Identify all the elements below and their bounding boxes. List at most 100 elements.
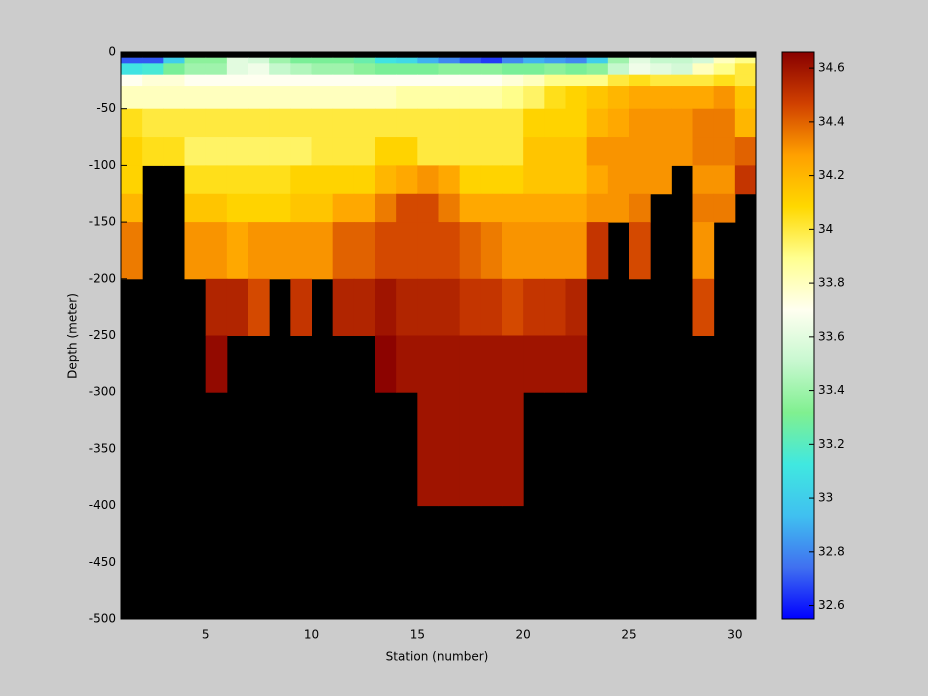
colorbar-tick-label: 34.4 [818, 114, 845, 128]
cell [607, 86, 630, 110]
x-tick-label: 5 [202, 628, 210, 642]
cell [459, 63, 482, 76]
cell [417, 74, 439, 87]
cell [523, 57, 545, 64]
cell [650, 108, 672, 138]
y-tick-label: -250 [89, 328, 116, 342]
cell [226, 108, 249, 138]
cell [480, 193, 503, 223]
cell [121, 74, 143, 87]
cell [353, 278, 376, 336]
cell [544, 165, 566, 195]
cell [226, 74, 249, 87]
cell [629, 86, 651, 110]
cell [692, 278, 715, 336]
cell [523, 108, 545, 138]
cell [607, 74, 630, 87]
cell [353, 193, 376, 223]
cell [142, 74, 164, 87]
cell [480, 392, 503, 507]
cell [586, 57, 609, 64]
cell [586, 165, 609, 195]
cell [121, 222, 143, 280]
cell [226, 137, 249, 166]
cell [417, 108, 439, 138]
cell [438, 137, 461, 166]
cell [544, 57, 566, 64]
cell [269, 165, 291, 195]
cell [629, 137, 651, 166]
cell [523, 137, 545, 166]
cell [565, 86, 588, 110]
cell [375, 86, 397, 110]
cell [226, 222, 249, 280]
cell [650, 57, 672, 64]
cell [332, 193, 355, 223]
cell [311, 74, 334, 87]
cell [734, 74, 757, 87]
cell [417, 335, 439, 393]
cell [269, 74, 291, 87]
cell [269, 63, 291, 76]
cell [226, 165, 249, 195]
cell [226, 63, 249, 76]
cell [523, 335, 545, 393]
cell [311, 86, 334, 110]
y-tick-label: -350 [89, 441, 116, 455]
cell [544, 278, 566, 336]
cell [353, 74, 376, 87]
cell [311, 63, 334, 76]
cell [290, 57, 312, 64]
cell [459, 137, 482, 166]
cell [480, 137, 503, 166]
cell [375, 63, 397, 76]
cell [692, 137, 715, 166]
cell [184, 86, 207, 110]
cell [290, 165, 312, 195]
cell [205, 86, 228, 110]
cell [290, 63, 312, 76]
cell [586, 74, 609, 87]
cell [692, 74, 715, 87]
cell [480, 108, 503, 138]
cell [438, 63, 461, 76]
cell [396, 335, 418, 393]
cell [523, 222, 545, 280]
cell [438, 193, 461, 223]
cell [544, 222, 566, 280]
cell [629, 63, 651, 76]
cell [311, 137, 334, 166]
cell [184, 193, 207, 223]
cell [544, 137, 566, 166]
cell [396, 57, 418, 64]
cell [438, 57, 461, 64]
cell [502, 108, 524, 138]
cell [438, 222, 461, 280]
cell [544, 63, 566, 76]
cell [502, 193, 524, 223]
y-tick-label: -500 [89, 612, 116, 626]
cell [523, 63, 545, 76]
cell [459, 57, 482, 64]
cell [544, 193, 566, 223]
cell [375, 165, 397, 195]
cell [163, 86, 185, 110]
cell [375, 335, 397, 393]
cell [565, 193, 588, 223]
cell [396, 165, 418, 195]
cell [269, 137, 291, 166]
cell [375, 193, 397, 223]
cell [671, 63, 693, 76]
cell [586, 86, 609, 110]
cell [502, 74, 524, 87]
cell [713, 137, 736, 166]
cell [205, 63, 228, 76]
y-axis-label: Depth (meter) [66, 293, 80, 379]
cell [311, 165, 334, 195]
cell [226, 193, 249, 223]
cell [205, 57, 228, 64]
cell [734, 137, 757, 166]
cell [248, 57, 270, 64]
cell [332, 86, 355, 110]
cell [290, 193, 312, 223]
